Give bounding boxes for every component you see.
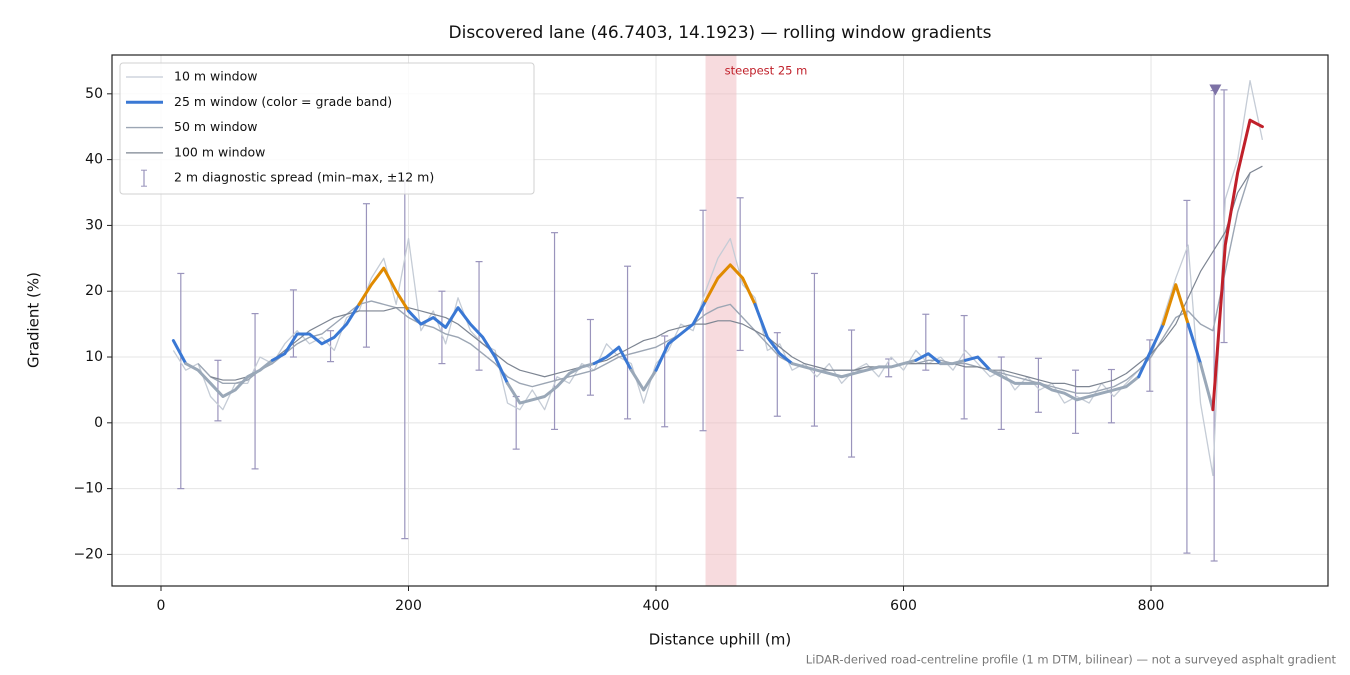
series-line xyxy=(184,358,274,398)
plot-frame xyxy=(111,54,1329,587)
series-line xyxy=(939,358,967,366)
series-line xyxy=(629,368,658,392)
chart-title: Discovered lane (46.7403, 14.1923) — rol… xyxy=(449,23,992,43)
legend-label: 25 m window (color = grade band) xyxy=(174,94,392,109)
footnote: LiDAR-derived road-centreline profile (1… xyxy=(806,653,1337,667)
legend-label: 50 m window xyxy=(174,119,257,134)
legend-box xyxy=(119,62,535,195)
x-tick-label: 0 xyxy=(157,598,166,614)
series-line xyxy=(1137,322,1165,379)
x-tick-label: 800 xyxy=(1138,598,1165,614)
series-line xyxy=(753,302,794,366)
y-tick-label: 30 xyxy=(85,217,103,233)
peak-marker xyxy=(1209,84,1222,96)
series-line xyxy=(704,263,757,306)
series-line xyxy=(197,172,1251,394)
legend-label: 100 m window xyxy=(174,144,265,159)
x-axis-label: Distance uphill (m) xyxy=(649,631,791,649)
legend-label: 10 m window xyxy=(174,69,257,84)
y-tick-label: −10 xyxy=(73,481,103,497)
y-tick-label: 20 xyxy=(85,283,103,299)
series-line xyxy=(1211,118,1264,412)
series-line xyxy=(790,358,918,379)
series-line xyxy=(357,266,411,313)
series-line xyxy=(171,339,188,366)
series-line xyxy=(592,345,633,372)
series-line xyxy=(1186,322,1203,366)
series-line xyxy=(506,362,596,405)
series-line xyxy=(914,352,943,366)
x-tick-label: 400 xyxy=(643,598,670,614)
series-line xyxy=(988,368,1141,402)
y-tick-label: 50 xyxy=(85,86,103,102)
series-line xyxy=(210,165,1263,388)
series-line xyxy=(270,302,361,362)
x-tick-label: 200 xyxy=(395,598,422,614)
series-line xyxy=(1161,283,1190,326)
y-tick-label: 0 xyxy=(94,415,103,431)
highlight-label: steepest 25 m xyxy=(725,64,808,78)
series-line xyxy=(654,299,708,372)
y-axis-label: Gradient (%) xyxy=(25,272,43,368)
y-tick-label: 10 xyxy=(85,349,103,365)
series-line xyxy=(407,306,510,385)
series-line xyxy=(1199,362,1215,412)
legend-label: 2 m diagnostic spread (min–max, ±12 m) xyxy=(174,170,434,185)
x-tick-label: 600 xyxy=(890,598,917,614)
y-tick-label: −20 xyxy=(73,546,103,562)
series-line xyxy=(963,355,992,372)
y-tick-label: 40 xyxy=(85,152,103,168)
